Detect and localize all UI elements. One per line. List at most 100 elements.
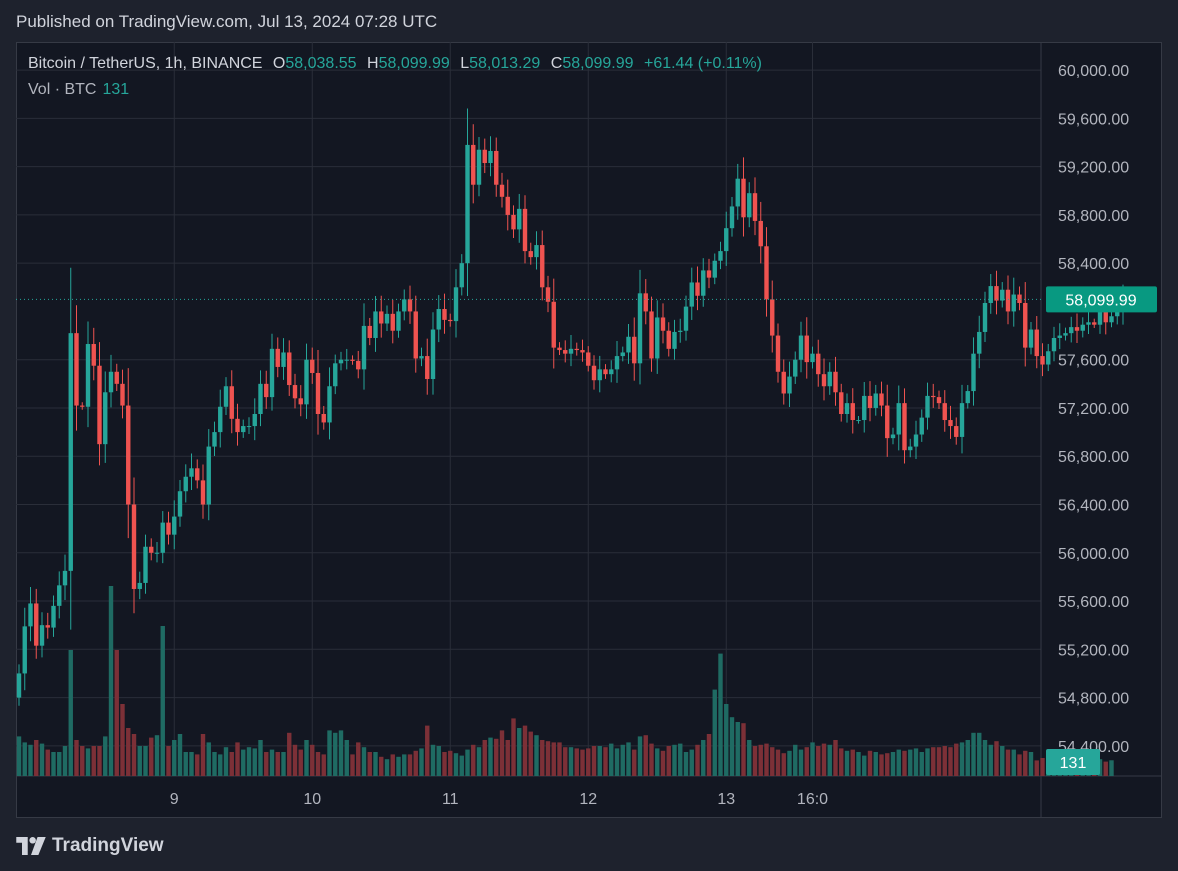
candle-body: [660, 317, 666, 331]
candle-body: [1040, 356, 1045, 365]
candle-body: [919, 417, 924, 435]
volume-bar: [695, 744, 700, 776]
volume-bar: [718, 653, 723, 776]
low-label: L: [460, 55, 470, 72]
volume-bar: [45, 749, 50, 776]
symbol-label[interactable]: Bitcoin / TetherUS, 1h, BINANCE: [28, 55, 263, 72]
candle-body: [896, 403, 901, 435]
volume-bar: [287, 732, 292, 776]
volume-bar: [919, 752, 924, 776]
volume-bar: [442, 752, 447, 776]
volume-bar: [925, 748, 930, 776]
volume-bar: [942, 746, 947, 776]
volume-bar: [34, 740, 39, 776]
candle-body: [1080, 324, 1085, 331]
x-tick-label: 10: [303, 791, 321, 808]
volume-bar: [775, 749, 781, 776]
x-tick-label: 13: [717, 791, 735, 808]
volume-bar: [1103, 761, 1108, 776]
volume-bar: [632, 749, 637, 776]
candle-body: [850, 403, 855, 421]
x-tick-label: 9: [170, 791, 179, 808]
candle-body: [574, 348, 579, 351]
volume-label[interactable]: Vol · BTC: [28, 81, 97, 98]
candle-body: [488, 150, 493, 164]
volume-bar: [752, 746, 758, 776]
candle-body: [482, 149, 487, 164]
volume-bar: [545, 741, 551, 776]
volume-bar: [844, 750, 850, 776]
candle-body: [108, 371, 114, 393]
volume-bar: [850, 749, 855, 776]
candle-body: [804, 335, 809, 363]
candle-body: [557, 347, 562, 351]
y-tick-label: 56,800.00: [1058, 449, 1129, 466]
volume-bar: [787, 750, 792, 776]
volume-bar: [701, 740, 706, 776]
candle-body: [407, 299, 413, 312]
candle-body: [672, 331, 677, 349]
volume-bar: [764, 743, 769, 776]
candle-body: [246, 426, 252, 428]
volume-bar: [126, 728, 131, 776]
candle-body: [476, 149, 482, 185]
volume-bar: [821, 743, 827, 776]
volume-bar: [68, 650, 73, 776]
candle-body: [775, 335, 781, 372]
volume-bar: [626, 742, 631, 776]
volume-bar: [781, 753, 786, 776]
volume-bar: [735, 722, 740, 776]
candle-body: [603, 369, 608, 375]
volume-bar: [827, 744, 832, 776]
candle-body: [494, 150, 499, 185]
volume-bar: [902, 750, 907, 776]
tradingview-logo[interactable]: TradingView: [16, 835, 164, 857]
candle-body: [597, 369, 602, 381]
volume-bar: [936, 747, 942, 776]
y-tick-label: 56,400.00: [1058, 498, 1129, 515]
volume-bar: [982, 740, 988, 776]
volume-bar: [1000, 746, 1005, 776]
candle-body: [22, 626, 27, 674]
volume-bar: [39, 743, 45, 776]
y-tick-label: 58,400.00: [1058, 256, 1129, 273]
volume-bar: [131, 734, 137, 776]
volume-bar: [361, 747, 367, 776]
y-tick-label: 56,000.00: [1058, 546, 1129, 563]
volume-bar: [1109, 760, 1114, 776]
candle-body: [643, 293, 648, 312]
volume-bar: [994, 741, 999, 776]
y-tick-label: 55,600.00: [1058, 594, 1129, 611]
volume-bar: [603, 747, 608, 776]
candle-body: [954, 426, 959, 437]
volume-bar: [97, 746, 102, 776]
candle-body: [189, 468, 194, 477]
volume-bar: [971, 732, 976, 776]
volume-bar: [574, 748, 579, 776]
volume-bar: [310, 744, 315, 776]
candle-body: [361, 325, 367, 370]
candle-body: [1046, 351, 1051, 365]
candle-body: [1000, 289, 1005, 301]
candle-body: [678, 330, 683, 332]
candle-body: [580, 350, 585, 353]
volume-bar: [476, 747, 482, 776]
candle-body: [764, 246, 769, 300]
candle-body: [367, 325, 372, 338]
y-tick-label: 59,200.00: [1058, 160, 1129, 177]
volume-bar: [649, 743, 654, 776]
volume-bar: [74, 740, 79, 776]
y-tick-label: 60,000.00: [1058, 63, 1129, 80]
volume-bar: [425, 725, 430, 776]
chart-frame[interactable]: [16, 42, 1162, 818]
volume-bar: [885, 753, 890, 776]
candle-body: [856, 420, 861, 422]
candle-body: [982, 302, 988, 332]
candle-body: [373, 311, 378, 338]
candle-body: [729, 206, 735, 229]
candlestick-chart[interactable]: 60,000.00 59,600.00 59,200.00 58,800.00 58,4…: [16, 42, 1162, 818]
candle-body: [143, 546, 148, 583]
candle-body: [195, 468, 200, 481]
candle-body: [131, 504, 137, 589]
volume-bar: [459, 755, 464, 776]
